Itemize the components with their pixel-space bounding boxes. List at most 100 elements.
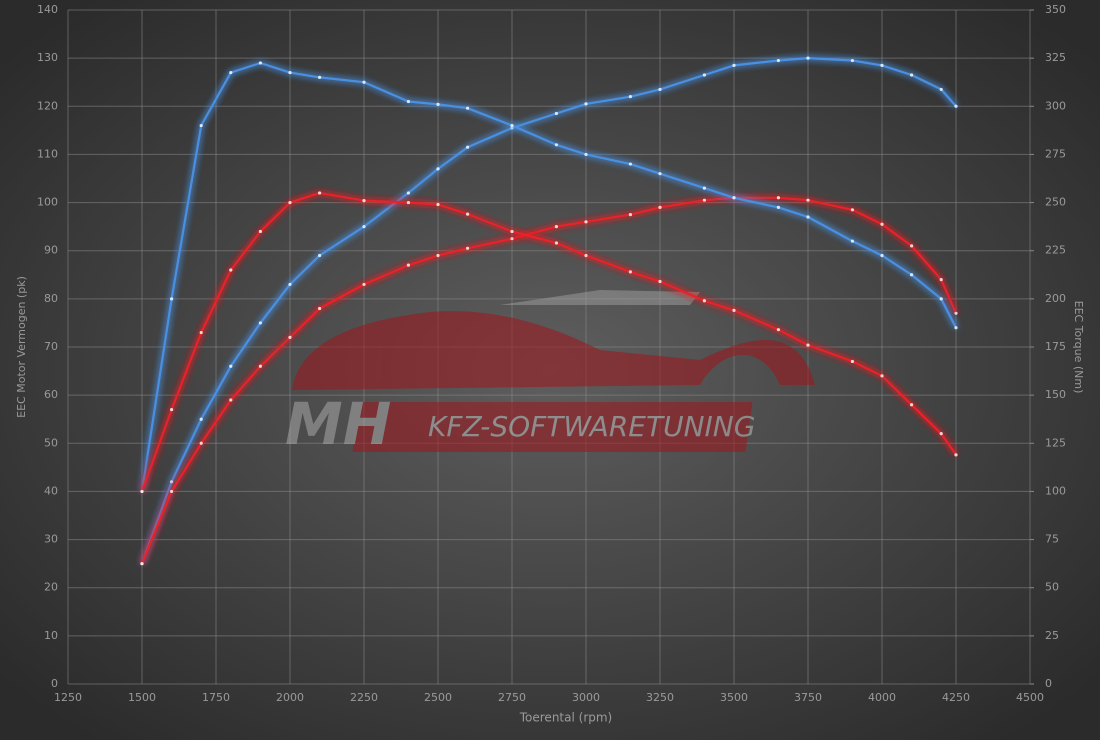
data-point <box>806 343 810 347</box>
x-tick-label: 1750 <box>202 691 230 704</box>
y-tick-label: 140 <box>37 3 58 16</box>
y-tick-label: 40 <box>44 484 58 497</box>
y-tick-label: 90 <box>44 244 58 257</box>
x-tick-label: 4500 <box>1016 691 1044 704</box>
data-point <box>199 330 203 335</box>
x-tick-label: 1250 <box>54 691 82 704</box>
data-point <box>229 364 233 368</box>
data-point <box>658 279 662 284</box>
y-tick-label: 130 <box>37 51 58 64</box>
data-point <box>880 222 884 226</box>
y-tick-label: 20 <box>44 581 58 594</box>
data-point <box>584 253 588 258</box>
y2-tick-label: 200 <box>1045 292 1066 305</box>
car-roof <box>500 290 700 305</box>
data-point <box>939 87 943 92</box>
data-point <box>628 95 633 99</box>
data-point <box>702 73 707 77</box>
data-point <box>170 297 174 301</box>
data-point <box>318 75 322 79</box>
data-point <box>288 200 292 205</box>
y-tick-label: 30 <box>44 533 58 546</box>
data-point <box>554 241 559 245</box>
x-tick-label: 2250 <box>350 691 378 704</box>
data-point <box>318 191 322 195</box>
data-point <box>776 196 781 200</box>
data-point <box>628 213 633 217</box>
data-point <box>850 359 855 364</box>
data-point <box>954 453 958 457</box>
data-point <box>510 229 514 234</box>
y-tick-label: 80 <box>44 292 58 305</box>
data-point <box>806 215 810 219</box>
data-point <box>199 441 203 445</box>
data-point <box>806 198 810 202</box>
data-point <box>406 191 410 195</box>
data-point <box>318 253 322 258</box>
data-point <box>436 253 440 258</box>
data-point <box>658 172 662 176</box>
y2-tick-label: 25 <box>1045 629 1059 642</box>
data-point <box>628 162 633 166</box>
data-point <box>170 489 174 494</box>
watermark-brand: MH <box>285 390 391 458</box>
y2-tick-label: 300 <box>1045 99 1066 112</box>
data-point <box>406 263 410 267</box>
y-tick-label: 50 <box>44 436 58 449</box>
data-point <box>732 63 736 67</box>
data-point <box>776 58 781 63</box>
data-point <box>436 167 440 171</box>
data-point <box>362 80 366 84</box>
data-point <box>510 123 514 128</box>
data-point <box>850 239 855 243</box>
data-point <box>954 326 958 330</box>
data-point <box>258 61 262 65</box>
x-tick-label: 4250 <box>942 691 970 704</box>
data-point <box>658 205 662 209</box>
y-tick-label: 120 <box>37 99 58 112</box>
data-point <box>229 398 233 402</box>
data-point <box>584 220 588 224</box>
data-point <box>229 268 233 272</box>
data-point <box>806 56 810 60</box>
y2-tick-label: 250 <box>1045 196 1066 209</box>
data-point <box>910 273 914 277</box>
watermark-text: KFZ-SOFTWARETUNING <box>428 410 755 443</box>
data-point <box>229 70 233 75</box>
data-point <box>954 104 958 108</box>
y-tick-label: 0 <box>51 677 58 690</box>
data-point <box>170 407 174 412</box>
y2-tick-label: 75 <box>1045 533 1059 546</box>
data-point <box>954 311 958 315</box>
data-point <box>258 321 262 325</box>
data-point <box>362 199 366 203</box>
data-point <box>702 198 707 202</box>
data-point <box>554 143 559 147</box>
watermark-band <box>352 402 753 452</box>
data-point <box>776 328 781 332</box>
x-tick-label: 3750 <box>794 691 822 704</box>
y2-tick-label: 275 <box>1045 147 1066 160</box>
y2-tick-label: 150 <box>1045 388 1066 401</box>
data-point <box>258 229 262 234</box>
y-tick-label: 70 <box>44 340 58 353</box>
data-point <box>466 106 470 110</box>
x-tick-label: 4000 <box>868 691 896 704</box>
y2-tick-label: 325 <box>1045 51 1066 64</box>
data-point <box>362 282 366 287</box>
data-point <box>466 246 470 250</box>
y2-tick-label: 50 <box>1045 581 1059 594</box>
data-point <box>140 489 144 494</box>
car-shape <box>292 311 815 390</box>
data-point <box>658 87 662 92</box>
data-point <box>318 306 322 311</box>
y-axis-label: EEC Motor Vermogen (pk) <box>15 276 28 418</box>
data-point <box>776 205 781 209</box>
data-point <box>939 432 943 436</box>
data-point <box>406 99 410 104</box>
y2-tick-label: 100 <box>1045 484 1066 497</box>
data-point <box>466 145 470 149</box>
x-tick-label: 3000 <box>572 691 600 704</box>
data-point <box>850 58 855 63</box>
